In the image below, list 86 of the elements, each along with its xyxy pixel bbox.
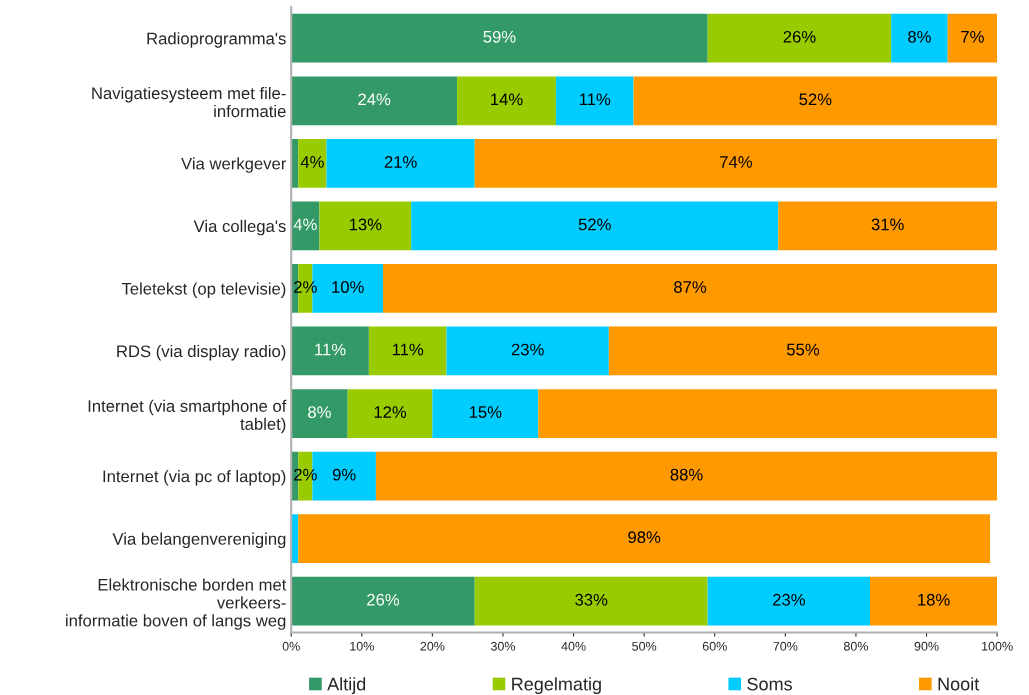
bar xyxy=(446,326,609,376)
bar xyxy=(375,451,998,501)
y-tick-label: Radioprogramma's xyxy=(147,32,286,48)
data-label: 13% xyxy=(349,218,382,231)
bar xyxy=(382,264,998,313)
bar xyxy=(947,13,998,63)
bar xyxy=(608,326,998,376)
bar xyxy=(326,138,475,188)
data-label: 59% xyxy=(483,30,516,43)
y-tick-label: RDS (via display radio) xyxy=(117,344,286,361)
bar xyxy=(291,389,348,438)
y-tick-label: Via werkgever xyxy=(181,157,287,173)
data-label: 11% xyxy=(315,343,346,356)
bar xyxy=(298,138,327,188)
y-tick-label: Internet (via pc of laptop) xyxy=(103,470,286,486)
x-tick-label: 0% xyxy=(282,641,300,651)
x-tick-label: 100% xyxy=(982,641,1013,651)
bar xyxy=(291,576,475,626)
bar xyxy=(633,76,998,126)
data-label: 4% xyxy=(293,218,317,231)
data-label: 21% xyxy=(384,156,417,168)
bar xyxy=(538,389,998,438)
bar xyxy=(291,76,458,126)
data-label: 24% xyxy=(358,93,391,106)
data-label: 87% xyxy=(674,281,707,293)
data-label: 23% xyxy=(773,593,805,606)
data-label: 74% xyxy=(720,156,753,168)
bar xyxy=(474,576,708,626)
data-label: 10% xyxy=(332,281,364,293)
data-label: 33% xyxy=(575,593,608,606)
data-label: 26% xyxy=(367,593,400,606)
data-label: 98% xyxy=(628,531,661,544)
x-tick-label: 80% xyxy=(843,641,868,651)
data-label: 26% xyxy=(783,30,816,43)
x-tick-label: 50% xyxy=(632,641,657,651)
x-tick-label: 70% xyxy=(773,641,798,651)
x-tick-label: 30% xyxy=(490,641,516,651)
y-tick-label: Navigatiesysteem met file- informatie xyxy=(92,86,286,118)
data-label: 15% xyxy=(469,406,502,418)
bar xyxy=(555,76,634,126)
bar xyxy=(870,576,998,626)
x-tick-label: 10% xyxy=(350,641,374,651)
data-label: 88% xyxy=(670,468,703,481)
legend-label: Regelmatig xyxy=(512,677,601,695)
data-label: 23% xyxy=(511,343,544,356)
data-label: 14% xyxy=(491,93,523,106)
bar xyxy=(778,201,998,251)
bar xyxy=(291,326,369,376)
legend-label: Nooit xyxy=(938,677,980,691)
bar xyxy=(891,13,948,63)
data-label: 12% xyxy=(374,406,407,418)
y-tick-label: Via collega's xyxy=(193,219,286,236)
bar xyxy=(457,76,556,126)
y-tick-label: Internet (via smartphone of tablet) xyxy=(88,399,287,434)
data-label: 8% xyxy=(308,406,331,418)
data-label: 4% xyxy=(300,156,324,168)
bar xyxy=(291,13,708,63)
data-label: 18% xyxy=(918,593,950,606)
bar xyxy=(411,201,779,251)
bar xyxy=(432,389,539,438)
data-label: 52% xyxy=(578,218,611,231)
x-tick-label: 20% xyxy=(420,641,445,651)
data-label: 52% xyxy=(799,93,832,106)
legend-label: Soms xyxy=(747,677,792,691)
x-tick-label: 90% xyxy=(914,641,939,651)
data-label: 31% xyxy=(871,218,904,231)
y-tick-label: Elektronische borden met verkeers- informatie boven of langs weg xyxy=(66,578,287,630)
bar xyxy=(347,389,433,438)
x-tick-label: 40% xyxy=(561,641,586,651)
data-label: 55% xyxy=(786,343,820,356)
y-tick-label: Teletekst (op televisie) xyxy=(121,282,286,298)
x-tick-label: 60% xyxy=(702,641,727,651)
bar xyxy=(474,138,998,188)
bar xyxy=(707,576,871,626)
bar xyxy=(707,13,892,63)
legend-label: Altijd xyxy=(327,677,366,695)
data-label: 8% xyxy=(908,30,931,43)
data-label: 7% xyxy=(961,30,984,43)
bar xyxy=(319,201,412,251)
data-label: 11% xyxy=(579,93,611,106)
bar xyxy=(298,514,991,564)
data-label: 11% xyxy=(392,343,424,356)
data-label: 9% xyxy=(332,468,356,481)
y-tick-label: Via belangenvereniging xyxy=(112,532,286,549)
bar xyxy=(291,201,320,251)
bar xyxy=(368,326,447,376)
